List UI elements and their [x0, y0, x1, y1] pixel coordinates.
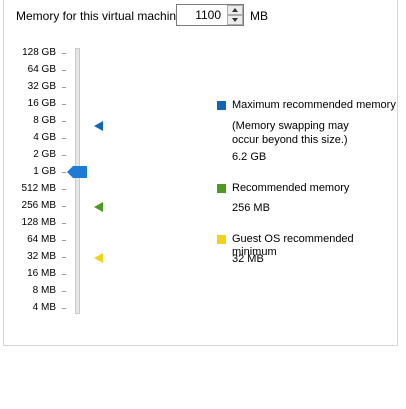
guest-minimum-title: Guest OS recommended minimum: [232, 233, 354, 258]
scale-label: 1 GB: [33, 166, 56, 177]
scale-label: 128 GB: [22, 47, 56, 58]
memory-spinbox[interactable]: [176, 4, 244, 26]
caret-down-icon: [232, 18, 238, 22]
scale-tick: [62, 87, 66, 88]
scale-label: 32 GB: [27, 81, 56, 92]
memory-slider-track[interactable]: [75, 48, 80, 314]
memory-panel: Memory for this virtual machine: MB 128 …: [3, 0, 398, 346]
scale-tick: [62, 121, 66, 122]
increment-button[interactable]: [227, 5, 243, 15]
scale-label: 32 MB: [27, 251, 56, 262]
scale-tick: [62, 70, 66, 71]
scale-tick: [62, 206, 66, 207]
scale-tick: [62, 291, 66, 292]
scale-label: 4 MB: [32, 302, 56, 313]
max-recommended-swatch: [217, 101, 226, 110]
recommended-marker-icon: [94, 202, 103, 212]
scale-tick: [62, 308, 66, 309]
scale-tick: [62, 138, 66, 139]
recommended-swatch: [217, 184, 226, 193]
guest-minimum-marker-icon: [94, 253, 103, 263]
scale-label: 16 GB: [27, 98, 56, 109]
memory-label: Memory for this virtual machine:: [16, 9, 187, 23]
scale-label: 64 MB: [27, 234, 56, 245]
scale-tick: [62, 240, 66, 241]
scale-label: 4 GB: [33, 132, 56, 143]
scale-label: 8 GB: [33, 115, 56, 126]
guest-minimum-swatch: [217, 235, 226, 244]
scale-label: 128 MB: [21, 217, 56, 228]
recommended-value: 256 MB: [232, 202, 270, 214]
caret-up-icon: [232, 8, 238, 12]
scale-label: 8 MB: [32, 285, 56, 296]
scale-tick: [62, 223, 66, 224]
memory-unit: MB: [250, 9, 268, 23]
max-recommended-note-line2: occur beyond this size.): [232, 134, 348, 146]
guest-minimum-value: 32 MB: [232, 253, 264, 265]
decrement-button[interactable]: [227, 15, 243, 25]
scale-label: 256 MB: [21, 200, 56, 211]
scale-tick: [62, 155, 66, 156]
scale-label: 2 GB: [33, 149, 56, 160]
scale-tick: [62, 104, 66, 105]
max-recommended-value: 6.2 GB: [232, 151, 267, 163]
scale-label: 512 MB: [21, 183, 56, 194]
max-recommended-marker-icon: [94, 121, 103, 131]
scale-tick: [62, 257, 66, 258]
max-recommended-note-line1: (Memory swapping may: [232, 120, 349, 132]
scale-label: 16 MB: [27, 268, 56, 279]
memory-input[interactable]: [177, 5, 225, 25]
scale-tick: [62, 172, 66, 173]
scale-tick: [62, 274, 66, 275]
scale-tick: [62, 53, 66, 54]
scale-label: 64 GB: [27, 64, 56, 75]
scale-tick: [62, 189, 66, 190]
recommended-title: Recommended memory: [232, 182, 350, 194]
max-recommended-title: Maximum recommended memory: [232, 99, 396, 111]
memory-slider-thumb[interactable]: [67, 166, 87, 178]
